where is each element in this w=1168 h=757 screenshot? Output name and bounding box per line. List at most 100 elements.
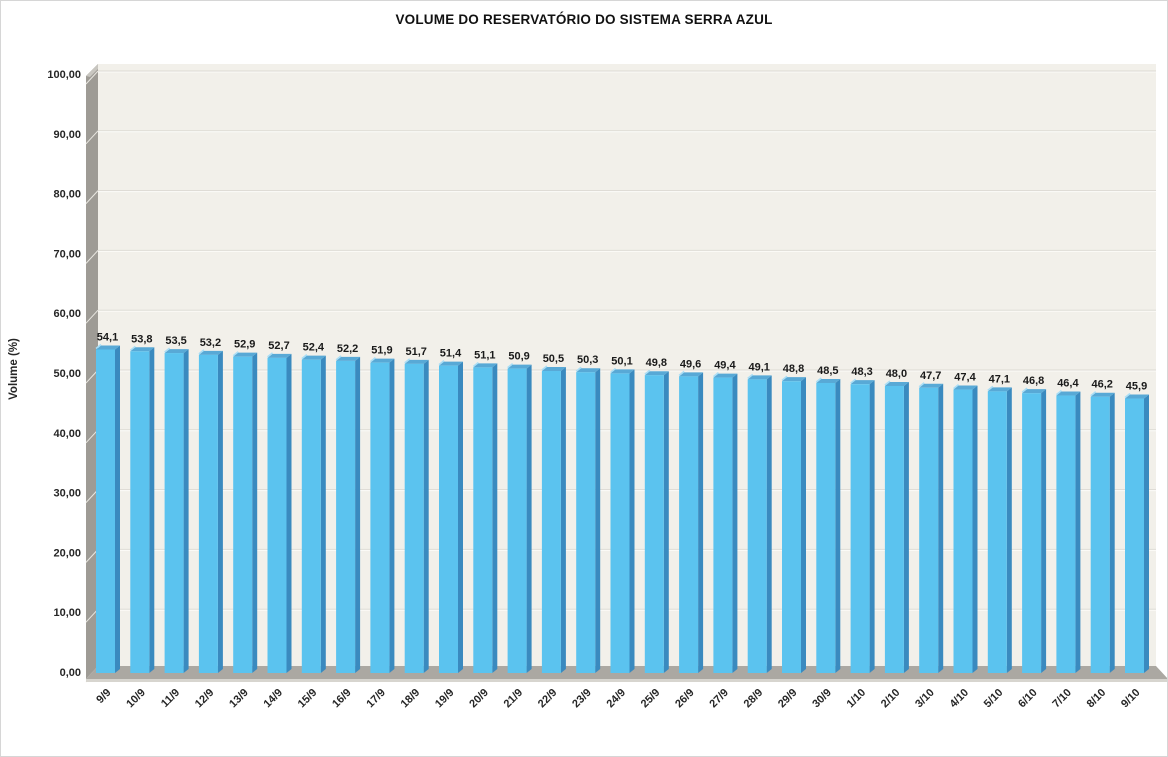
bar	[541, 371, 561, 673]
bar-value-label: 50,5	[543, 353, 564, 365]
bar-side-face	[938, 383, 944, 673]
bar-top-edge	[884, 380, 891, 386]
bar	[987, 391, 1007, 673]
y-tick-label: 100,00	[47, 69, 81, 81]
bar-side-face	[903, 381, 909, 673]
bar-top-edge	[678, 370, 685, 376]
bar-top-face	[404, 359, 429, 364]
bar-value-label: 49,8	[646, 357, 667, 369]
x-tick-label: 1/10	[845, 687, 869, 711]
bar	[919, 387, 939, 673]
bar-side-face	[1144, 394, 1149, 673]
bar-value-label: 48,0	[886, 368, 907, 380]
bar-top-edge	[850, 378, 857, 384]
bar-side-face	[1075, 391, 1081, 673]
bar	[404, 363, 424, 673]
bar	[816, 382, 836, 673]
x-tick-label: 28/9	[742, 687, 766, 711]
bar	[884, 385, 904, 673]
y-axis-tick	[85, 130, 99, 145]
bar-top-face	[884, 381, 909, 386]
bar	[198, 354, 218, 673]
bar-top-edge	[953, 383, 959, 390]
bar	[96, 349, 115, 673]
chart-floor-edge	[86, 679, 1167, 682]
bar-top-edge	[712, 372, 719, 378]
bar-value-label: 48,3	[851, 366, 872, 378]
bar-side-face	[389, 358, 395, 673]
bar-top-edge	[129, 345, 136, 351]
bar-side-face	[1109, 392, 1115, 673]
bar-top-face	[953, 385, 978, 390]
bar-top-edge	[644, 369, 651, 375]
bar-side-face	[732, 373, 738, 673]
y-tick-label: 0,00	[60, 667, 81, 679]
bar-value-label: 52,9	[234, 339, 255, 351]
bar	[267, 357, 287, 673]
x-tick-label: 12/9	[193, 687, 217, 711]
bar-value-label: 53,2	[200, 337, 221, 349]
bar-value-label: 50,3	[577, 354, 598, 366]
bar	[301, 359, 321, 673]
bar-top-face	[198, 350, 223, 355]
bar-side-face	[286, 353, 292, 673]
bar	[164, 353, 184, 673]
bar-top-edge	[438, 360, 445, 366]
bar	[1090, 396, 1110, 673]
bar-value-label: 52,7	[268, 340, 289, 352]
bar-top-edge	[95, 343, 102, 350]
y-axis-tick	[85, 250, 99, 264]
x-tick-label: 16/9	[330, 687, 354, 711]
bar-side-face	[972, 385, 978, 673]
y-tick-label: 90,00	[53, 129, 81, 141]
bar-top-face	[576, 368, 601, 373]
bar	[953, 389, 973, 673]
bar-top-face	[987, 387, 1012, 392]
bar-value-label: 54,1	[97, 331, 118, 343]
bar-side-face	[149, 347, 155, 673]
bar-top-face	[679, 372, 704, 377]
bar-side-face	[663, 371, 669, 673]
bar	[370, 362, 390, 673]
bar-top-edge	[369, 357, 376, 363]
bar	[1022, 393, 1042, 673]
bar-top-edge	[301, 354, 308, 360]
x-tick-label: 27/9	[707, 687, 731, 711]
bar-side-face	[526, 364, 532, 673]
bar	[576, 372, 596, 673]
bar-side-face	[766, 375, 772, 673]
bar-side-face	[217, 350, 223, 673]
bar-side-face	[835, 378, 841, 673]
bar-top-edge	[472, 361, 479, 368]
bar-value-label: 52,2	[337, 343, 358, 355]
bar	[1125, 398, 1144, 673]
y-tick-label: 40,00	[53, 428, 81, 440]
bar-top-edge	[232, 351, 239, 357]
bar-top-face	[473, 363, 498, 368]
x-tick-label: 5/10	[982, 687, 1006, 711]
bar-value-label: 53,5	[165, 335, 186, 347]
bar-top-edge	[507, 363, 514, 369]
x-tick-label: 29/9	[776, 687, 800, 711]
y-tick-label: 60,00	[53, 308, 81, 320]
x-tick-label: 21/9	[502, 687, 526, 711]
bar-side-face	[698, 372, 704, 673]
x-tick-label: 11/9	[159, 687, 182, 710]
bar-value-label: 46,8	[1023, 375, 1044, 387]
x-tick-label: 19/9	[433, 687, 457, 711]
bar-side-face	[115, 345, 120, 673]
x-tick-label: 3/10	[913, 687, 937, 711]
bar-side-face	[183, 349, 189, 673]
bar	[713, 377, 733, 673]
bar	[610, 373, 630, 673]
bar	[679, 376, 699, 673]
x-tick-label: 13/9	[227, 687, 251, 711]
bar	[850, 384, 870, 673]
bar-top-face	[1090, 392, 1115, 397]
bar-top-face	[541, 367, 566, 372]
y-tick-label: 80,00	[53, 189, 81, 201]
bar-top-face	[336, 356, 361, 361]
bar-top-edge	[1090, 391, 1097, 397]
bar-top-edge	[575, 366, 582, 372]
bar-side-face	[252, 352, 258, 673]
